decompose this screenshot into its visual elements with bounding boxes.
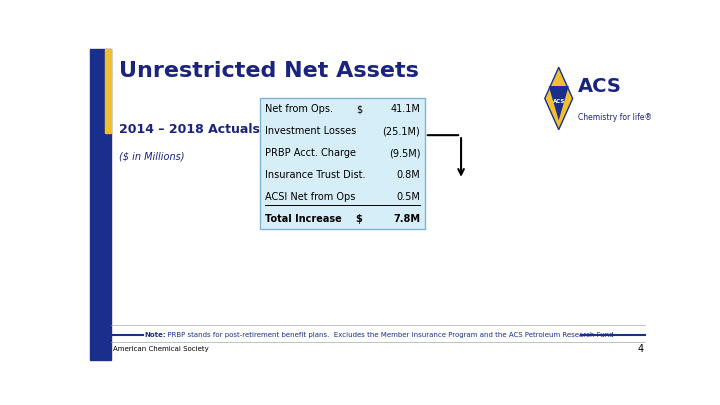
- Text: 41.1M: 41.1M: [390, 104, 420, 114]
- Bar: [104, 49, 111, 133]
- Text: Unrestricted Net Assets: Unrestricted Net Assets: [119, 61, 419, 81]
- Text: 0.8M: 0.8M: [397, 170, 420, 180]
- Text: $: $: [356, 104, 362, 114]
- Text: Insurance Trust Dist.: Insurance Trust Dist.: [265, 170, 365, 180]
- Text: $: $: [356, 213, 362, 224]
- Text: Investment Losses: Investment Losses: [265, 126, 356, 136]
- Bar: [90, 49, 111, 360]
- Text: Net from Ops.: Net from Ops.: [265, 104, 333, 114]
- Text: 2014 – 2018 Actuals: 2014 – 2018 Actuals: [119, 124, 260, 136]
- Bar: [260, 98, 425, 230]
- Polygon shape: [549, 86, 569, 120]
- Text: ($ in Millions): ($ in Millions): [119, 151, 184, 162]
- Text: Total Increase: Total Increase: [265, 213, 341, 224]
- Text: (9.5M): (9.5M): [389, 148, 420, 158]
- Text: ACS: ACS: [578, 77, 622, 96]
- Polygon shape: [545, 67, 572, 130]
- Text: Note:: Note:: [145, 332, 166, 337]
- Text: 7.8M: 7.8M: [393, 213, 420, 224]
- Text: PRBP Acct. Charge: PRBP Acct. Charge: [265, 148, 356, 158]
- Text: Chemistry for life®: Chemistry for life®: [578, 113, 652, 122]
- Text: 0.5M: 0.5M: [397, 192, 420, 202]
- Text: ACSI Net from Ops: ACSI Net from Ops: [265, 192, 355, 202]
- Text: 4: 4: [637, 343, 644, 354]
- Text: (25.1M): (25.1M): [382, 126, 420, 136]
- Text: ACS: ACS: [552, 99, 565, 104]
- Text: American Chemical Society: American Chemical Society: [114, 345, 210, 352]
- Text: PRBP stands for post-retirement benefit plans.  Excludes the Member Insurance Pr: PRBP stands for post-retirement benefit …: [163, 332, 613, 337]
